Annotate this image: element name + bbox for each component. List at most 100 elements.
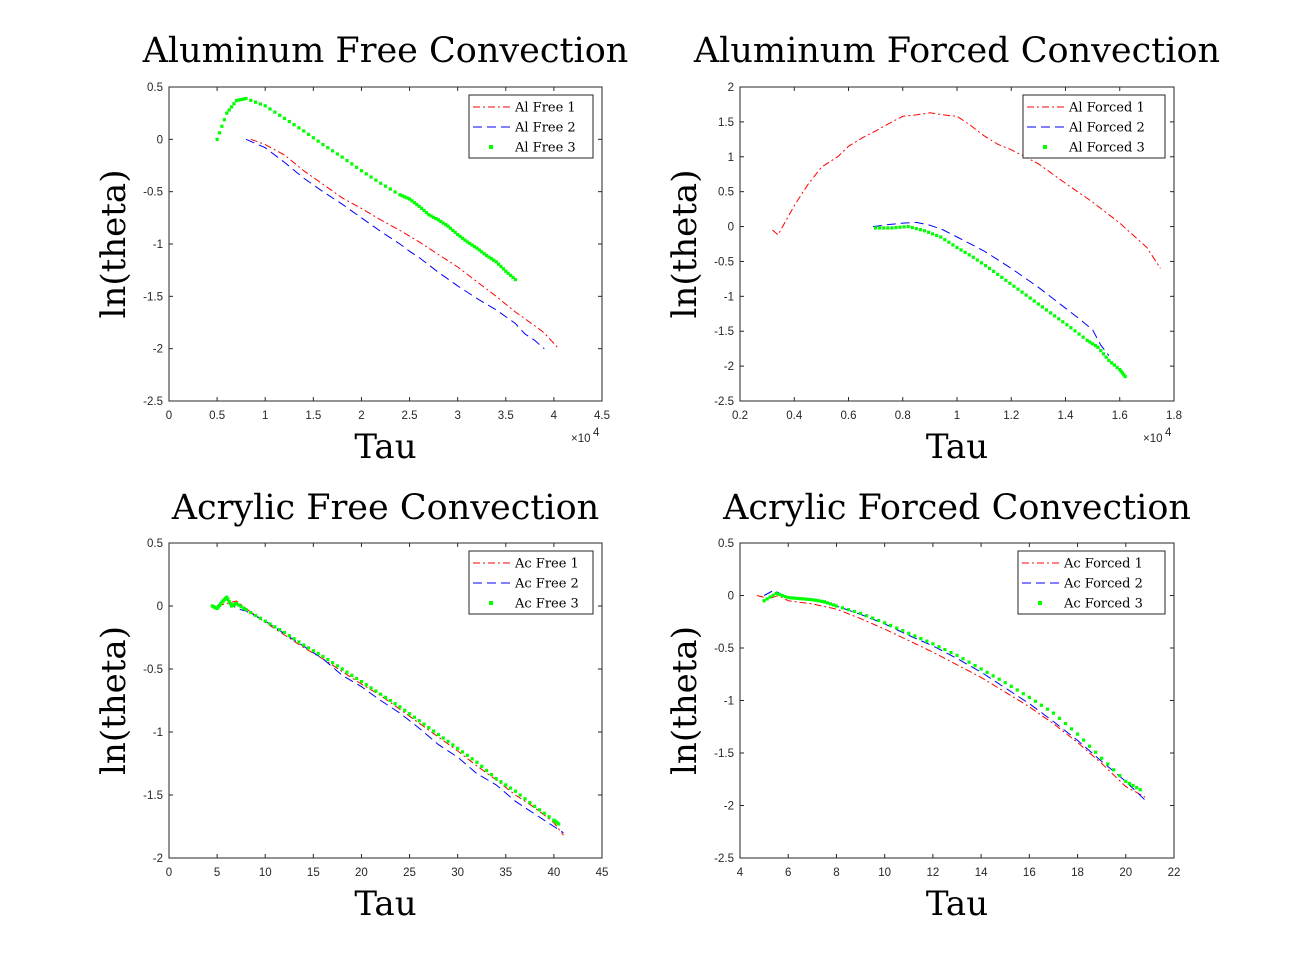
data-point xyxy=(227,108,231,112)
data-point xyxy=(297,126,301,130)
data-point xyxy=(985,670,989,675)
data-point xyxy=(828,602,833,606)
x-tick-label: 3.5 xyxy=(498,410,514,422)
data-point xyxy=(432,215,436,219)
data-point xyxy=(1138,788,1142,792)
data-point xyxy=(1135,786,1139,790)
data-point xyxy=(407,197,412,201)
data-point xyxy=(943,238,947,242)
x-tick-label: 5 xyxy=(214,867,220,879)
x-tick-label: 10 xyxy=(259,867,272,879)
chart-panel-4: 4 6 8 10 12 14 16 18 20 22 -2.5 -2 -1.5 -1 -0.5 0 0.5 Acr… xyxy=(665,488,1191,924)
y-tick-label: -2 xyxy=(724,801,734,813)
data-point xyxy=(795,596,799,600)
series-2 xyxy=(872,221,1110,356)
data-point xyxy=(419,206,424,211)
x-tick-label: 45 xyxy=(596,867,609,879)
data-point xyxy=(907,631,911,635)
data-point xyxy=(306,132,311,136)
data-point xyxy=(383,184,388,188)
data-point xyxy=(1016,287,1020,291)
data-point xyxy=(852,609,857,614)
data-point xyxy=(822,600,826,604)
data-point xyxy=(468,241,472,246)
series-1 xyxy=(772,112,1161,269)
y-tick-label: -0.5 xyxy=(143,187,163,199)
data-point xyxy=(268,107,272,111)
legend-label: Al Free 1 xyxy=(514,101,576,116)
data-point xyxy=(217,131,222,135)
data-point xyxy=(446,739,450,744)
y-tick-label: 0 xyxy=(728,591,734,603)
series-line xyxy=(216,600,564,836)
data-point xyxy=(813,598,817,602)
y-tick-label: -2 xyxy=(724,361,734,373)
data-point xyxy=(489,772,493,777)
series-line xyxy=(250,138,560,350)
data-point xyxy=(470,757,474,761)
data-point xyxy=(263,619,267,623)
data-point xyxy=(1112,768,1116,772)
data-point xyxy=(967,660,971,664)
data-point xyxy=(458,234,462,239)
data-point xyxy=(1119,369,1123,373)
data-point xyxy=(871,616,875,620)
series-line xyxy=(216,599,564,834)
x-tick-label: 6 xyxy=(785,867,791,879)
data-point xyxy=(239,97,243,102)
data-point xyxy=(508,273,513,277)
data-point xyxy=(228,602,232,606)
data-point xyxy=(898,225,902,229)
data-point xyxy=(935,233,939,238)
data-point xyxy=(890,226,894,230)
data-point xyxy=(504,783,508,787)
data-point xyxy=(456,746,460,750)
x-tick-label: 30 xyxy=(451,867,464,879)
data-point xyxy=(249,98,253,102)
data-point xyxy=(287,634,291,638)
data-point xyxy=(1004,278,1008,282)
legend-label: Ac Forced 3 xyxy=(1063,597,1143,612)
y-tick-label: 0 xyxy=(157,134,163,146)
data-point xyxy=(316,651,320,656)
legend-entry-3: Al Free 3 xyxy=(489,141,576,156)
data-point xyxy=(501,267,505,271)
data-point xyxy=(1040,305,1045,309)
x-tick-label: 8 xyxy=(833,867,839,879)
x-tick-label: 1 xyxy=(954,410,960,422)
data-point xyxy=(311,649,315,653)
data-point xyxy=(902,225,906,229)
series-1 xyxy=(250,138,560,350)
data-point xyxy=(975,258,979,262)
chart-panel-2: 0.2 0.4 0.6 0.8 1 1.2 1.4 1.6 1.8 -2.5 -2 -1.5 -1 -0.… xyxy=(665,31,1220,467)
data-point xyxy=(1112,363,1116,367)
data-point xyxy=(877,618,881,623)
data-point xyxy=(925,639,929,643)
data-point xyxy=(326,146,330,150)
y-axis-label: ln(theta) xyxy=(94,626,134,775)
data-point xyxy=(227,599,231,604)
data-point xyxy=(258,102,263,106)
data-point xyxy=(487,255,491,259)
data-point xyxy=(345,670,349,674)
data-point xyxy=(350,673,354,677)
data-point xyxy=(910,226,914,230)
data-point xyxy=(1063,722,1068,726)
data-point xyxy=(1081,738,1086,742)
data-point xyxy=(973,663,977,668)
legend-label: Ac Free 2 xyxy=(514,577,579,592)
x-tick-label: 1.6 xyxy=(1112,410,1128,422)
x-tick-label: 1.4 xyxy=(1058,410,1075,422)
x-tick-label: 16 xyxy=(1023,867,1036,879)
series-3 xyxy=(215,96,517,282)
data-point xyxy=(273,110,277,114)
x-exponent-label: ×10 xyxy=(1143,433,1163,445)
data-point xyxy=(858,611,863,615)
data-point xyxy=(765,597,769,601)
series-3 xyxy=(210,595,561,826)
data-point xyxy=(1069,326,1073,330)
data-point xyxy=(263,104,267,108)
data-point xyxy=(388,187,392,191)
chart-panel-1: 0 0.5 1 1.5 2 2.5 3 3.5 4 4.5 -2.5 -2 -1.5 -1 -0.5 0 0.5… xyxy=(94,31,628,467)
